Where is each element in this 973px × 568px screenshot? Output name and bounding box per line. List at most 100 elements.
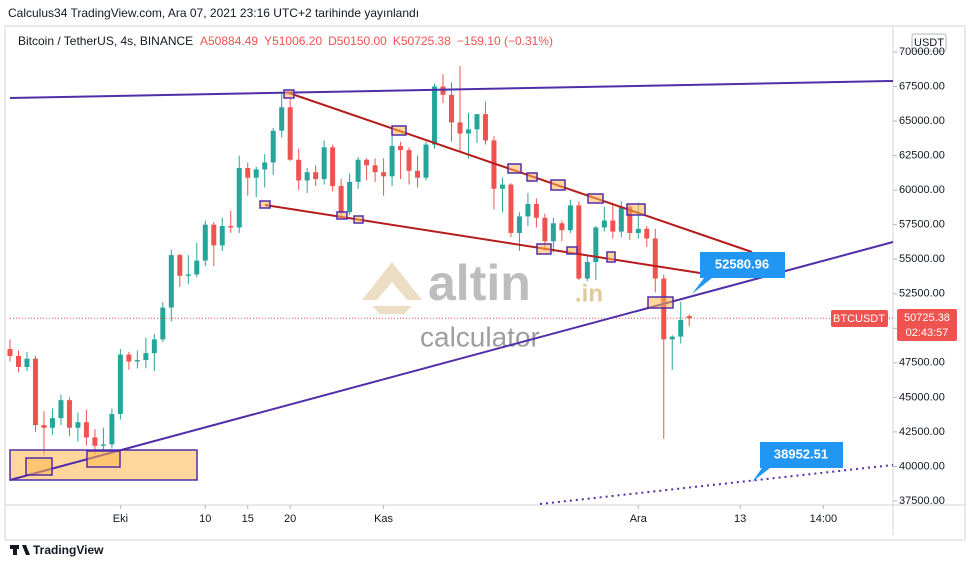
y-tick-label: 57500.00 <box>899 219 945 231</box>
ticker-box <box>831 310 888 327</box>
x-tick-label: 13 <box>734 513 746 525</box>
candle-body <box>389 145 395 177</box>
candle-body <box>92 437 98 446</box>
candle-body <box>516 216 522 233</box>
candle-body <box>610 220 616 232</box>
y-tick-label: 60000.00 <box>899 184 945 196</box>
pivot-box <box>536 243 552 255</box>
y-tick-label: 37500.00 <box>899 495 945 507</box>
trend-line <box>539 464 894 505</box>
candle-body <box>279 107 285 131</box>
ohlc-value: Y51006.20 <box>264 34 322 48</box>
logo-part <box>22 545 30 555</box>
candle-body <box>465 129 471 134</box>
logo-part <box>13 545 17 555</box>
candle-body <box>449 94 454 123</box>
pivot-box <box>526 172 538 182</box>
x-tick-label: 10 <box>199 513 211 525</box>
candle-body <box>584 261 590 279</box>
y-tick-label: 47500.00 <box>899 357 945 369</box>
trend-line <box>9 241 894 481</box>
candle-body <box>49 418 55 428</box>
candle-body <box>202 224 208 261</box>
candle-body <box>576 205 582 279</box>
x-tick-label: Kas <box>374 513 393 525</box>
symbol: Bitcoin / TetherUS, 4s, BINANCE <box>18 34 193 48</box>
candle-body <box>143 353 149 361</box>
pivot-box <box>25 457 53 476</box>
candle-body <box>270 130 276 163</box>
y-tick-label: 40000.00 <box>899 460 945 472</box>
candle-body <box>236 168 242 228</box>
candle-body <box>160 307 166 340</box>
pivot-box <box>507 163 522 174</box>
candle-body <box>364 159 370 166</box>
y-tick-label: 42500.00 <box>899 426 945 438</box>
pivot-box <box>391 125 407 136</box>
candle-body <box>126 354 132 362</box>
candle-body <box>347 181 353 213</box>
candle-body <box>24 358 30 367</box>
candle-body <box>109 413 115 445</box>
candle-body <box>83 422 89 438</box>
candle-body <box>245 168 251 178</box>
candle-body <box>7 349 13 356</box>
candle-body <box>338 185 344 213</box>
candle-body <box>177 255 183 276</box>
watermark-text: calculator <box>420 321 540 352</box>
candle-body <box>372 165 378 173</box>
candle-body <box>440 86 446 95</box>
callout-text: 38952.51 <box>774 446 828 461</box>
currency: USDT <box>914 37 944 49</box>
frame <box>4 25 966 541</box>
x-tick-label: 15 <box>242 513 254 525</box>
pivot-box <box>587 193 604 204</box>
candle-body <box>550 223 556 242</box>
candle-body <box>330 147 336 186</box>
pivot-box <box>550 179 566 191</box>
pivot-box <box>647 296 674 309</box>
pivot-box <box>259 200 271 209</box>
y-tick-label: 70000.00 <box>899 46 945 58</box>
ohlc-header: A50884.49 Y51006.20 D50150.00 K50725.38 −159… <box>200 34 553 48</box>
candle-body <box>296 159 302 181</box>
candle-body <box>482 114 488 141</box>
trend-line <box>9 80 894 99</box>
candle-body <box>168 255 174 308</box>
x-tick-label: Ara <box>630 513 648 525</box>
callout-text: 52580.96 <box>715 256 769 271</box>
candle-body <box>194 260 200 275</box>
candle-body <box>321 147 327 180</box>
publisher: Calculus34 TradingView.com, Ara 07, 2021… <box>8 6 419 20</box>
candle-body <box>100 444 106 446</box>
candle-body <box>686 316 692 319</box>
candle-body <box>525 203 531 217</box>
candle-body <box>457 122 463 134</box>
candle-body <box>32 358 38 426</box>
candle-body <box>415 170 421 178</box>
y-tick-label: 45000.00 <box>899 391 945 403</box>
brand: TradingView <box>33 543 104 557</box>
pivot-box <box>86 450 121 468</box>
candle-body <box>593 227 599 262</box>
ohlc-value: D50150.00 <box>328 34 387 48</box>
y-tick-label: 52500.00 <box>899 288 945 300</box>
pivot-box <box>606 251 616 263</box>
candle-body <box>499 184 505 189</box>
x-tick-label: 20 <box>284 513 296 525</box>
last-price: 50725.38 <box>904 312 950 324</box>
candle-body <box>678 320 684 337</box>
callout <box>692 252 785 294</box>
candle-body <box>304 172 310 181</box>
ohlc-value: −159.10 (−0.31%) <box>457 34 553 48</box>
candle-body <box>262 162 268 170</box>
y-tick-label: 62500.00 <box>899 150 945 162</box>
candle-body <box>627 206 633 233</box>
watermark-text: .in <box>575 280 603 307</box>
candle-body <box>644 228 650 239</box>
drawings <box>9 80 894 505</box>
candle-body <box>533 203 539 218</box>
candle-body <box>508 184 514 233</box>
pivot-box <box>566 246 578 255</box>
